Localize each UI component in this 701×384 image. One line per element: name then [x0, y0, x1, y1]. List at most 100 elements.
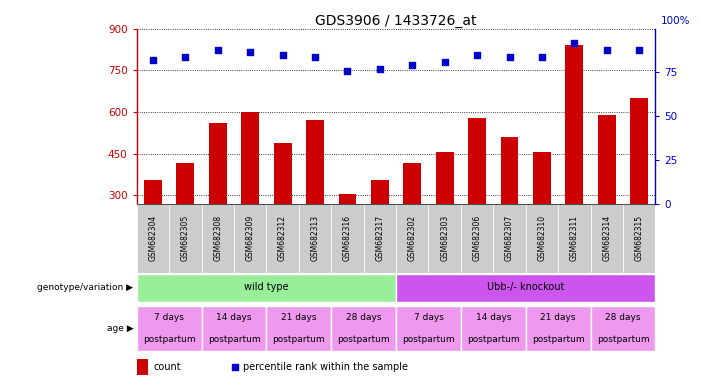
Text: postpartum: postpartum — [207, 335, 260, 344]
Bar — [273, 142, 292, 204]
Point — [277, 52, 288, 58]
Bar — [364, 204, 396, 273]
Bar — [590, 306, 655, 351]
Bar — [299, 204, 331, 273]
Bar — [396, 204, 428, 273]
Text: age ▶: age ▶ — [107, 324, 133, 333]
Bar — [266, 204, 299, 273]
Bar — [209, 123, 226, 204]
Text: 7 days: 7 days — [414, 313, 444, 322]
Text: 28 days: 28 days — [605, 313, 641, 322]
Text: wild type: wild type — [244, 282, 289, 292]
Point — [504, 54, 515, 60]
Bar — [468, 118, 486, 204]
Point — [179, 54, 191, 60]
Bar — [461, 204, 494, 273]
Text: GSM682305: GSM682305 — [181, 215, 190, 261]
Point — [601, 47, 613, 53]
Text: 100%: 100% — [661, 16, 690, 26]
Text: GSM682312: GSM682312 — [278, 215, 287, 261]
Point — [472, 52, 483, 58]
Bar — [566, 45, 583, 204]
Bar — [202, 306, 266, 351]
Bar — [144, 180, 162, 204]
Bar — [266, 306, 331, 351]
Text: GSM682304: GSM682304 — [149, 215, 158, 261]
Bar — [202, 204, 234, 273]
Title: GDS3906 / 1433726_at: GDS3906 / 1433726_at — [315, 14, 477, 28]
Point — [212, 47, 224, 53]
Bar — [331, 306, 396, 351]
Text: GSM682302: GSM682302 — [408, 215, 417, 261]
Bar — [331, 204, 364, 273]
Bar — [461, 306, 526, 351]
Bar — [436, 152, 454, 204]
Bar — [558, 204, 590, 273]
Text: genotype/variation ▶: genotype/variation ▶ — [37, 283, 133, 293]
Bar — [396, 274, 655, 302]
Point — [147, 57, 158, 63]
Text: postpartum: postpartum — [402, 335, 455, 344]
Text: postpartum: postpartum — [467, 335, 519, 344]
Text: GSM682317: GSM682317 — [375, 215, 384, 261]
Bar — [137, 306, 202, 351]
Point — [536, 54, 547, 60]
Text: postpartum: postpartum — [143, 335, 196, 344]
Bar — [137, 204, 169, 273]
Text: GSM682313: GSM682313 — [311, 215, 320, 261]
Text: postpartum: postpartum — [337, 335, 390, 344]
Point — [309, 54, 320, 60]
Text: count: count — [154, 362, 181, 372]
Bar — [403, 163, 421, 204]
Text: 14 days: 14 days — [475, 313, 511, 322]
Text: postpartum: postpartum — [597, 335, 649, 344]
Bar — [623, 204, 655, 273]
Bar — [371, 180, 389, 204]
Bar — [494, 204, 526, 273]
Point — [230, 364, 241, 370]
Bar — [137, 359, 148, 375]
Bar — [339, 194, 356, 204]
Text: 7 days: 7 days — [154, 313, 184, 322]
Bar — [590, 204, 623, 273]
Bar — [526, 204, 558, 273]
Bar — [396, 306, 461, 351]
Text: GSM682316: GSM682316 — [343, 215, 352, 261]
Text: GSM682308: GSM682308 — [213, 215, 222, 261]
Bar — [234, 204, 266, 273]
Point — [569, 40, 580, 46]
Bar — [428, 204, 461, 273]
Bar — [630, 98, 648, 204]
Text: GSM682306: GSM682306 — [472, 215, 482, 261]
Point — [374, 66, 386, 72]
Text: GSM682314: GSM682314 — [602, 215, 611, 261]
Text: percentile rank within the sample: percentile rank within the sample — [243, 362, 408, 372]
Bar — [533, 152, 551, 204]
Bar — [501, 137, 519, 204]
Text: GSM682315: GSM682315 — [634, 215, 644, 261]
Bar — [526, 306, 590, 351]
Text: 21 days: 21 days — [281, 313, 317, 322]
Bar — [137, 274, 396, 302]
Text: 28 days: 28 days — [346, 313, 381, 322]
Text: GSM682310: GSM682310 — [538, 215, 547, 261]
Bar — [598, 115, 615, 204]
Text: 21 days: 21 days — [540, 313, 576, 322]
Point — [245, 48, 256, 55]
Text: 14 days: 14 days — [216, 313, 252, 322]
Bar — [306, 120, 324, 204]
Text: GSM682303: GSM682303 — [440, 215, 449, 261]
Point — [342, 68, 353, 74]
Text: Ubb-/- knockout: Ubb-/- knockout — [487, 282, 564, 292]
Text: GSM682307: GSM682307 — [505, 215, 514, 261]
Bar — [169, 204, 202, 273]
Text: postpartum: postpartum — [532, 335, 585, 344]
Text: GSM682309: GSM682309 — [245, 215, 254, 261]
Text: GSM682311: GSM682311 — [570, 215, 579, 261]
Point — [439, 59, 450, 65]
Bar — [241, 112, 259, 204]
Bar — [177, 163, 194, 204]
Text: postpartum: postpartum — [273, 335, 325, 344]
Point — [634, 47, 645, 53]
Point — [407, 63, 418, 69]
